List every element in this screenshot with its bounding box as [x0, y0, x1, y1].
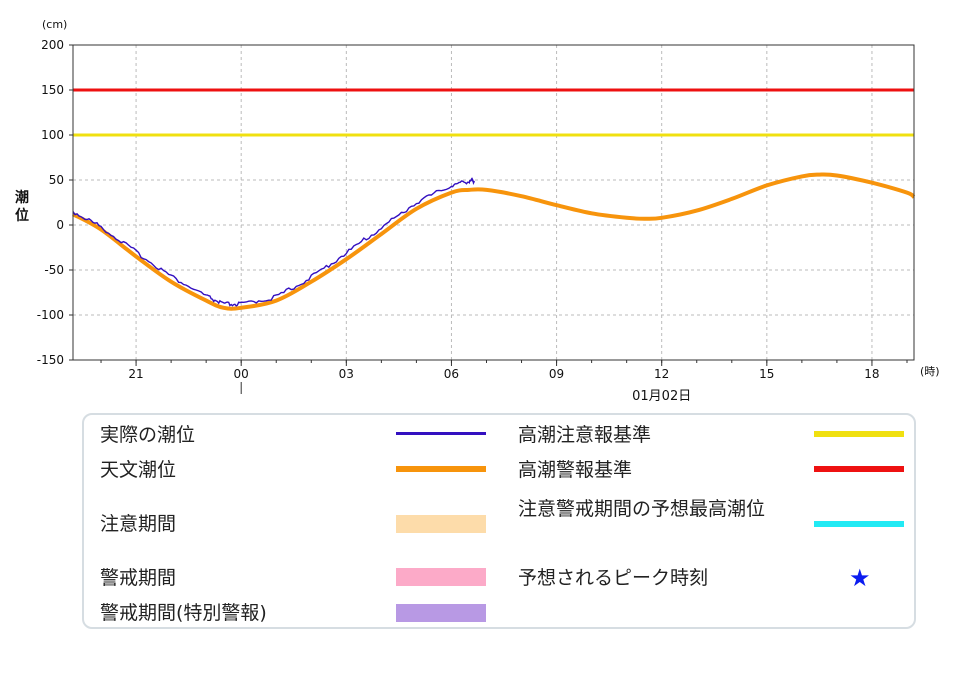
legend-swatch-forecast-max-tide — [814, 521, 904, 527]
x-tick-label: 09 — [549, 367, 564, 381]
legend-label-advisory-threshold: 高潮注意報基準 — [518, 424, 652, 446]
y-tick-label: -100 — [37, 308, 64, 322]
y-tick-label: 200 — [41, 38, 64, 52]
legend-swatch-caution-period — [396, 515, 486, 533]
y-tick-label: 150 — [41, 83, 64, 97]
y-unit-label: (cm) — [42, 18, 67, 31]
x-tick-label: 06 — [444, 367, 459, 381]
legend-label-special-warning-period: 警戒期間(特別警報) — [100, 602, 267, 624]
legend-swatch-astronomical-tide — [396, 466, 486, 472]
plot-area — [73, 45, 914, 360]
x-unit-label: (時) — [920, 365, 940, 378]
x-tick-label: 00 — [234, 367, 249, 381]
x-tick-label: 21 — [128, 367, 143, 381]
y-tick-label: 0 — [56, 218, 64, 232]
x-tick-label: 03 — [339, 367, 354, 381]
legend-label-actual-tide: 実際の潮位 — [100, 424, 196, 446]
date-label: 01月02日 — [632, 389, 691, 404]
x-tick-label: 18 — [864, 367, 879, 381]
astronomical-tide-line — [72, 172, 916, 311]
y-axis-label: 潮 — [15, 189, 29, 206]
legend-label-warning-threshold: 高潮警報基準 — [518, 459, 633, 481]
y-axis-label: 位 — [15, 207, 29, 224]
x-tick-label: 15 — [759, 367, 774, 381]
legend: 実際の潮位 天文潮位 注意期間 警戒期間 警戒期間(特別警報) 高潮注意報基準 … — [82, 413, 916, 629]
y-tick-label: 50 — [49, 173, 64, 187]
legend-label-astronomical-tide: 天文潮位 — [100, 459, 177, 481]
legend-label-peak-time: 予想されるピーク時刻 — [518, 567, 709, 589]
actual-tide-line — [72, 177, 475, 307]
plot-frame — [72, 44, 915, 361]
legend-swatch-actual-tide — [396, 432, 486, 435]
legend-swatch-special-warning-period — [396, 604, 486, 622]
y-tick-label: -150 — [37, 353, 64, 367]
x-tick-label: 12 — [654, 367, 669, 381]
legend-label-caution-period: 注意期間 — [100, 513, 177, 535]
y-tick-label: -50 — [44, 263, 64, 277]
star-icon: ★ — [849, 564, 871, 592]
legend-swatch-advisory-threshold — [814, 431, 904, 437]
tide-chart: 200 150 100 50 0 -50 -100 -150 21 00 03 06 09 12 15 18 0… — [15, 18, 940, 404]
legend-label-forecast-max-tide: 注意警戒期間の予想最高潮位 — [518, 498, 766, 520]
legend-swatch-warning-threshold — [814, 466, 904, 472]
y-tick-label: 100 — [41, 128, 64, 142]
legend-label-warning-period: 警戒期間 — [100, 567, 177, 589]
legend-swatch-warning-period — [396, 568, 486, 586]
